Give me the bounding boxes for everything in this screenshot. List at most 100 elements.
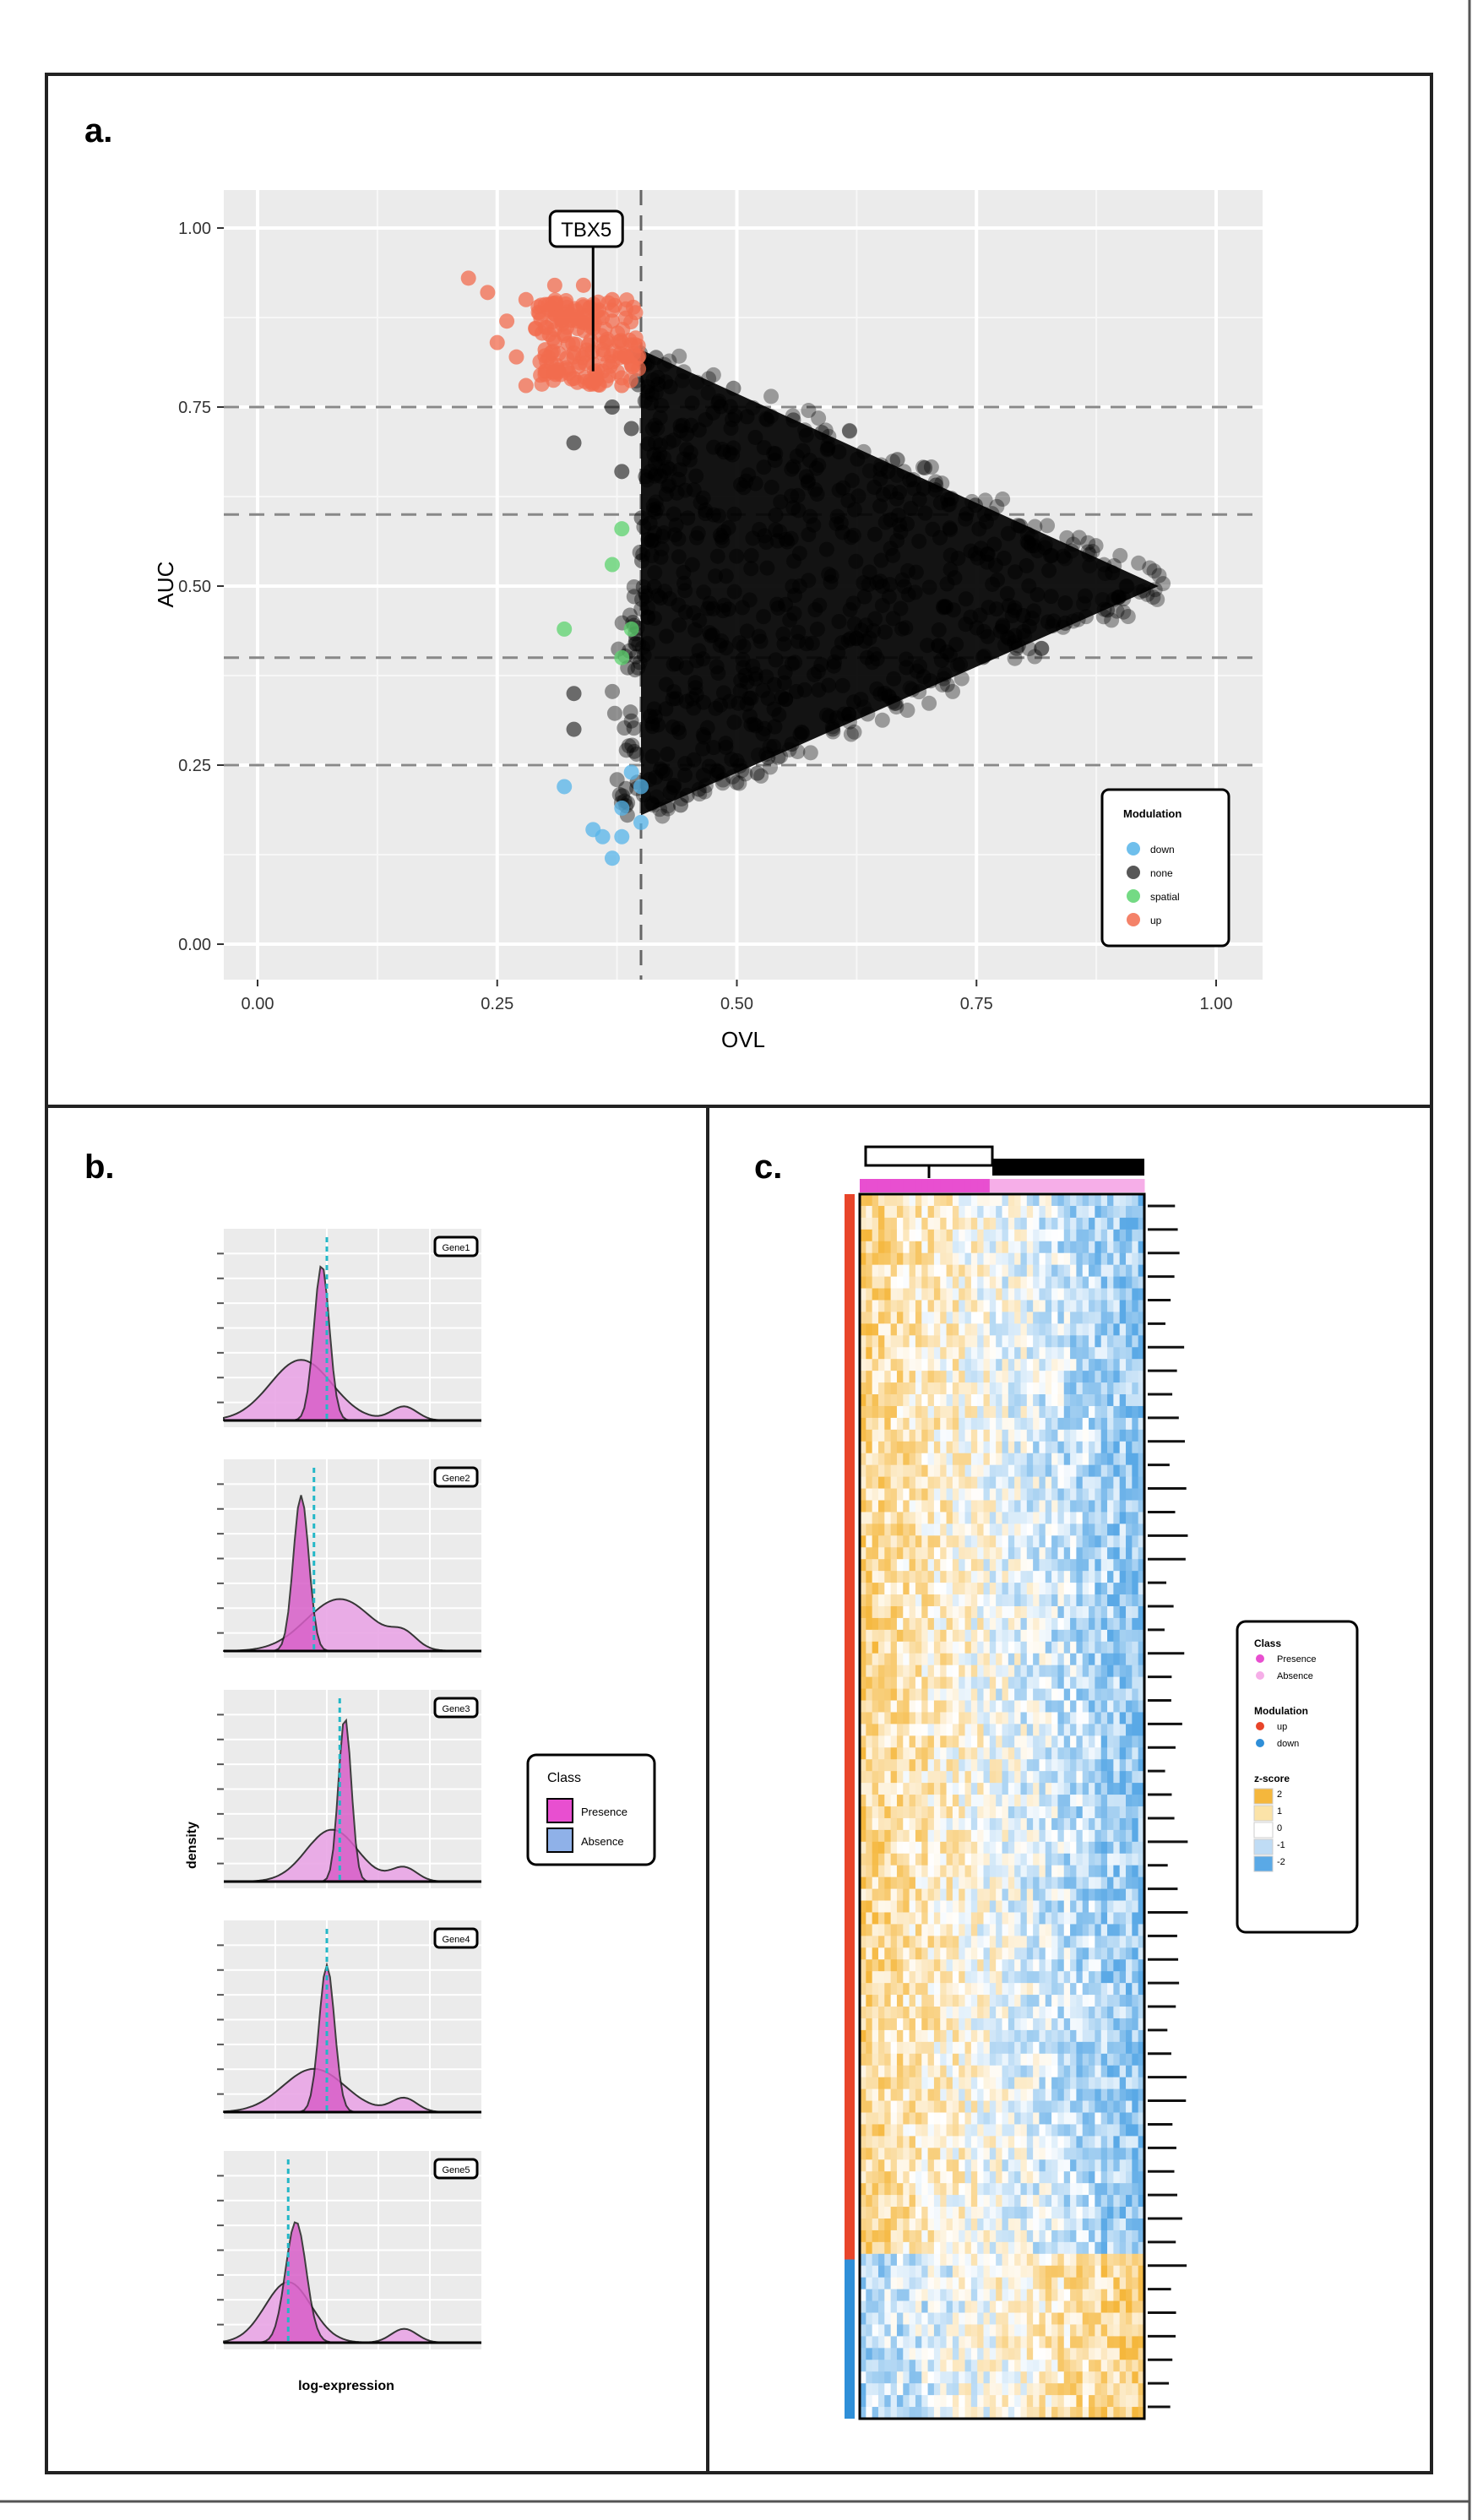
- heatmap-cell: [896, 1900, 904, 1913]
- legend-label-spatial: spatial: [1150, 891, 1180, 903]
- heatmap-cell: [1045, 1700, 1052, 1713]
- heatmap-cell: [1026, 1817, 1034, 1831]
- col-class-presence: [884, 1179, 892, 1192]
- heatmap-cell: [1107, 1924, 1114, 1936]
- heatmap-cell: [933, 1241, 941, 1254]
- heatmap-cell: [909, 1217, 916, 1230]
- heatmap-cell: [1008, 2007, 1015, 2019]
- scatter-point-none: [1151, 568, 1167, 584]
- heatmap-cell: [996, 1441, 1002, 1454]
- heatmap-cell: [1026, 1359, 1034, 1371]
- scatter-point-none: [686, 700, 702, 716]
- scatter-point-none: [791, 546, 807, 562]
- heatmap-cell: [1020, 1841, 1028, 1855]
- scatter-point-none: [1100, 602, 1116, 618]
- heatmap-cell: [1057, 1453, 1065, 1466]
- heatmap-cell: [1039, 1712, 1046, 1724]
- heatmap-cell: [1063, 1876, 1071, 1889]
- scatter-point-none: [615, 788, 631, 804]
- heatmap-cell: [940, 1394, 947, 1407]
- scatter-point-none: [872, 498, 888, 514]
- heatmap-cell: [1008, 1205, 1015, 1219]
- heatmap-cell: [1039, 1676, 1046, 1689]
- heatmap-cell: [1033, 1995, 1040, 2007]
- heatmap-cell: [964, 1429, 972, 1442]
- heatmap-cell: [896, 1829, 904, 1843]
- heatmap-cell: [959, 1700, 965, 1713]
- heatmap-cell: [989, 2029, 997, 2043]
- heatmap-cell: [933, 1841, 941, 1855]
- scatter-point-none: [840, 492, 856, 508]
- scatter-point-none: [652, 410, 668, 426]
- heatmap-cell: [890, 1712, 898, 1724]
- heatmap-cell: [1039, 1429, 1046, 1442]
- heatmap-cell: [1138, 1594, 1145, 1607]
- heatmap-cell: [940, 1653, 947, 1666]
- heatmap-cell: [1014, 2112, 1021, 2125]
- scatter-point-none: [801, 527, 817, 543]
- scatter-point-none: [826, 658, 842, 674]
- heatmap-cell: [1107, 1888, 1114, 1901]
- scatter-point-none: [850, 488, 866, 504]
- scatter-point-none: [701, 758, 717, 774]
- heatmap-cell: [1051, 1947, 1058, 1960]
- heatmap-cell: [1020, 1382, 1028, 1395]
- heatmap-cell: [1051, 1312, 1058, 1324]
- heatmap-cell: [1008, 1771, 1015, 1784]
- heatmap-cell: [1126, 2077, 1133, 2090]
- heatmap-cell: [1033, 1853, 1040, 1866]
- scatter-point-none: [885, 453, 901, 470]
- heatmap-cell: [1063, 1971, 1071, 1984]
- heatmap-cell: [1002, 1453, 1009, 1466]
- heatmap-cell: [970, 2077, 978, 2090]
- heatmap-cell: [1057, 1888, 1065, 1901]
- heatmap-cell: [996, 1629, 1002, 1643]
- heatmap-cell: [952, 1841, 959, 1855]
- y-tick-label: 0.75: [178, 399, 211, 417]
- heatmap-cell: [1045, 1288, 1052, 1301]
- heatmap-cell: [1138, 1806, 1145, 1819]
- scatter-point-none: [704, 627, 720, 643]
- heatmap-cell: [1008, 1806, 1015, 1819]
- scatter-point-none: [667, 527, 683, 543]
- scatter-point-none: [1017, 627, 1033, 644]
- heatmap-cell: [1076, 1371, 1084, 1383]
- heatmap-cell: [1051, 1571, 1058, 1583]
- heatmap-cell: [860, 1559, 866, 1572]
- heatmap-cell: [872, 1924, 879, 1936]
- scatter-point-none: [747, 666, 763, 682]
- heatmap-cell: [1070, 2041, 1077, 2055]
- heatmap-cell: [877, 1888, 885, 1901]
- heatmap-cell: [946, 1735, 953, 1748]
- heatmap-cell: [983, 1217, 991, 1230]
- heatmap-cell: [1057, 1936, 1065, 1948]
- heatmap-cell: [1063, 1512, 1071, 1524]
- heatmap-cell: [1126, 1900, 1133, 1913]
- heatmap-cell: [860, 1605, 866, 1619]
- heatmap-cell: [1100, 1347, 1108, 1360]
- heatmap-cell: [1033, 1641, 1040, 1654]
- heatmap-cell: [983, 1947, 991, 1960]
- heatmap-cell: [1057, 1559, 1065, 1572]
- heatmap-cell: [927, 1959, 935, 1972]
- heatmap-cell: [933, 1783, 941, 1795]
- scatter-point-none: [729, 548, 745, 564]
- heatmap-cell: [866, 1194, 873, 1207]
- scatter-point-none: [709, 766, 725, 782]
- heatmap-cell: [1002, 1323, 1009, 1336]
- heatmap-cell: [983, 1795, 991, 1807]
- scatter-point-none: [695, 767, 711, 783]
- scatter-point-none: [708, 568, 724, 584]
- heatmap-cell: [1039, 1583, 1046, 1595]
- heatmap-cell: [1039, 1876, 1046, 1889]
- scatter-point-none: [624, 737, 640, 753]
- heatmap-cell: [1008, 1959, 1015, 1972]
- heatmap-cell: [946, 1817, 953, 1831]
- panel-b-label: b.: [84, 1149, 115, 1186]
- panel-a: a. 0.00 0.25 0.50 0.75 1.000.000.250.500.751…: [84, 112, 1263, 1052]
- scatter-point-none: [632, 544, 648, 560]
- scatter-point-none: [894, 621, 910, 637]
- scatter-point-none: [776, 675, 792, 691]
- legend-label-down: down: [1150, 844, 1175, 855]
- scatter-point-none: [807, 481, 823, 497]
